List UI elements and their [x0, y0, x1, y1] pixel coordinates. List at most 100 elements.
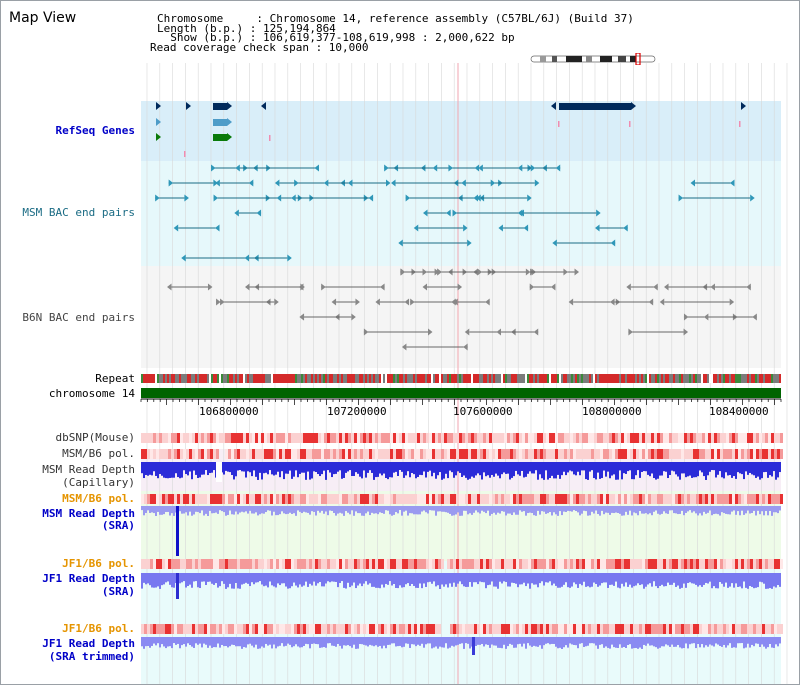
track-label-msm-bac-end-pairs[interactable]: MSM BAC end pairs — [22, 206, 135, 219]
snp-heat-cell — [777, 433, 780, 443]
snp-heat-cell — [675, 433, 678, 443]
repeat-segment — [631, 374, 633, 383]
snp-heat-cell — [384, 433, 387, 443]
snp-heat-cell — [390, 494, 393, 504]
track-label-jf1-read-depth-trimmed[interactable]: JF1 Read Depth — [42, 637, 135, 650]
snp-heat-cell — [570, 449, 573, 459]
snp-heat-cell — [228, 494, 231, 504]
jf1-trim-depth-bar — [513, 637, 515, 648]
track-label-msm-read-depth-sra[interactable]: MSM Read Depth — [42, 507, 135, 520]
snp-heat-cell — [423, 449, 426, 459]
repeat-segment — [155, 374, 157, 383]
snp-heat-cell — [270, 624, 273, 634]
refseq-track-bg — [141, 101, 781, 161]
jf1-trim-depth-bar — [603, 637, 605, 648]
snp-heat-cell — [369, 624, 372, 634]
snp-heat-cell — [426, 449, 429, 459]
track-label-msm-b6-pol[interactable]: MSM/B6 pol. — [62, 447, 135, 460]
snp-heat-cell — [282, 494, 285, 504]
snp-heat-cell — [162, 494, 165, 504]
jf1-trim-depth-bar — [607, 637, 609, 648]
snp-heat-cell — [198, 494, 201, 504]
jf1-sra-depth-bar — [379, 573, 381, 589]
snp-heat-cell — [516, 433, 519, 443]
snp-heat-cell — [576, 449, 579, 459]
capillary-depth-bar — [379, 462, 381, 474]
snp-heat-cell — [582, 449, 585, 459]
msm-sra-depth-bar — [293, 506, 295, 514]
msm-sra-depth-bar — [525, 506, 527, 516]
repeat-segment — [469, 374, 471, 383]
jf1-trim-depth-bar — [643, 637, 645, 645]
jf1-trim-depth-bar — [677, 637, 679, 645]
repeat-segment — [149, 374, 151, 383]
msm-bac-end — [181, 254, 186, 262]
jf1-sra-depth-bar — [365, 573, 367, 582]
snp-heat-cell — [381, 449, 384, 459]
repeat-segment — [539, 374, 541, 383]
repeat-segment — [213, 374, 215, 383]
jf1-trim-depth-bar — [665, 637, 667, 645]
msm-bac-end — [461, 179, 466, 187]
snp-heat-cell — [243, 494, 246, 504]
snp-heat-cell — [231, 449, 234, 459]
snp-heat-cell — [159, 624, 162, 634]
jf1-trim-depth-bar — [497, 637, 499, 648]
repeat-segment — [215, 374, 217, 383]
track-label-msm-read-depth-capillary[interactable]: MSM Read Depth — [42, 463, 135, 476]
jf1-sra-depth-bar — [153, 573, 155, 588]
snp-heat-cell — [174, 559, 177, 569]
jf1-trim-depth-bar — [533, 637, 535, 646]
track-label-msm-b6-pol-sra[interactable]: MSM/B6 pol. — [62, 492, 135, 505]
msm-sra-depth-bar — [643, 506, 645, 514]
snp-heat-cell — [579, 494, 582, 504]
msm-sra-depth-bar — [633, 506, 635, 513]
msm-sra-depth-bar — [165, 506, 167, 512]
capillary-depth-bar — [255, 462, 257, 477]
msm-sra-depth-bar — [143, 506, 145, 516]
snp-heat-cell — [312, 433, 315, 443]
track-label-jf1-b6-pol-2[interactable]: JF1/B6 pol. — [62, 622, 135, 635]
snp-heat-cell — [471, 449, 474, 459]
track-label-jf1-read-depth-sra[interactable]: JF1 Read Depth — [42, 572, 135, 585]
jf1-sra-depth-bar — [701, 573, 703, 587]
jf1-trim-depth-bar — [413, 637, 415, 645]
refseq-gene-marker — [156, 102, 161, 110]
msm-sra-depth-bar — [511, 506, 513, 516]
jf1-sra-depth-bar — [197, 573, 199, 588]
capillary-depth-bar — [669, 462, 671, 476]
snp-heat-cell — [750, 449, 753, 459]
track-label-repeat[interactable]: Repeat — [95, 372, 135, 385]
repeat-segment — [729, 374, 731, 383]
track-label-dbsnp[interactable]: dbSNP(Mouse) — [55, 431, 135, 444]
repeat-segment — [325, 374, 327, 383]
track-label-refseq-genes[interactable]: RefSeq Genes — [55, 124, 135, 137]
chromosome-ideogram[interactable] — [530, 53, 657, 65]
snp-heat-cell — [744, 494, 747, 504]
msm-sra-depth-bar — [219, 506, 221, 511]
msm-sra-depth-bar — [191, 506, 193, 516]
jf1-trim-depth-bar — [613, 637, 615, 648]
capillary-depth-bar — [547, 462, 549, 480]
jf1-sra-depth-bar — [763, 573, 765, 584]
track-label-b6n-bac-end-pairs[interactable]: B6N BAC end pairs — [22, 311, 135, 324]
snp-heat-cell — [447, 449, 450, 459]
msm-sra-depth-bar — [627, 506, 629, 515]
msm-sra-depth-bar — [623, 506, 625, 516]
snp-heat-cell — [486, 449, 489, 459]
repeat-segment — [577, 374, 579, 383]
msm-sra-depth-bar — [745, 506, 747, 514]
snp-heat-cell — [708, 624, 711, 634]
jf1-sra-depth-bar — [195, 573, 197, 582]
track-label-jf1-b6-pol[interactable]: JF1/B6 pol. — [62, 557, 135, 570]
repeat-segment — [461, 374, 463, 383]
track-label-chromosome[interactable]: chromosome 14 — [48, 387, 135, 400]
b6n-bac-end — [220, 298, 225, 306]
msm-sra-depth-bar — [771, 506, 773, 516]
snp-heat-cell — [510, 433, 513, 443]
snp-heat-cell — [423, 559, 426, 569]
snp-heat-cell — [258, 449, 261, 459]
capillary-depth-bar — [725, 462, 727, 473]
snp-heat-cell — [201, 449, 204, 459]
